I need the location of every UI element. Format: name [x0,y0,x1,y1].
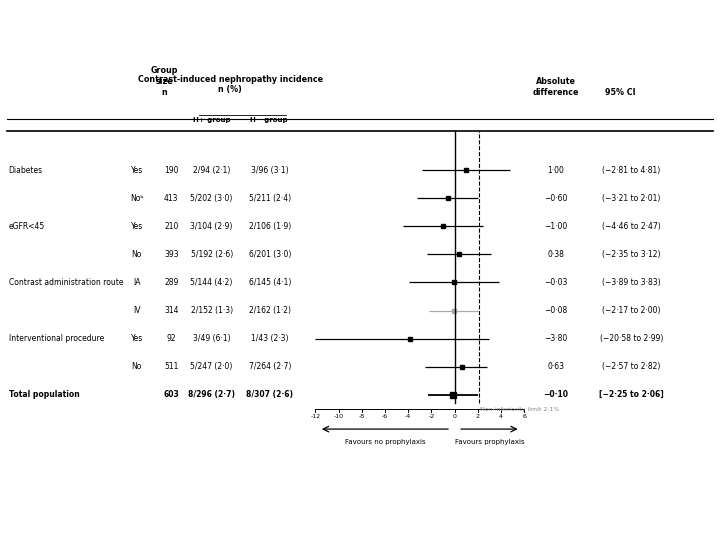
Text: 0·63: 0·63 [547,362,564,371]
Text: 6/201 (3·0): 6/201 (3·0) [249,250,291,259]
Text: 289: 289 [164,278,179,287]
Text: −0·60: −0·60 [544,194,567,202]
Text: Contrast administration route: Contrast administration route [9,278,123,287]
Text: Non-inferiority limit 2·1%: Non-inferiority limit 2·1% [480,407,559,411]
Text: -12: -12 [310,414,320,419]
Text: -6: -6 [382,414,388,419]
Text: Diabetes: Diabetes [9,166,42,174]
Text: [−2·25 to 2·06]: [−2·25 to 2·06] [599,390,664,399]
Text: H− group: H− group [250,117,287,123]
Text: No: No [132,362,142,371]
Text: 92: 92 [166,334,176,343]
Text: 5/144 (4·2): 5/144 (4·2) [191,278,233,287]
Text: 413: 413 [164,194,179,202]
Text: 2/152 (1·3): 2/152 (1·3) [191,306,233,315]
Text: Noᵇ: Noᵇ [130,194,143,202]
Text: 7/264 (2·7): 7/264 (2·7) [249,362,291,371]
Text: 393: 393 [164,250,179,259]
Text: 2: 2 [476,414,480,419]
Text: 8/296 (2·7): 8/296 (2·7) [188,390,235,399]
Text: 5/202 (3·0): 5/202 (3·0) [191,194,233,202]
Text: IV: IV [133,306,140,315]
Text: IA: IA [133,278,140,287]
Text: No: No [132,250,142,259]
Text: 6/145 (4·1): 6/145 (4·1) [249,278,291,287]
Text: Group
size
n: Group size n [150,66,178,97]
Text: 603: 603 [163,390,179,399]
Text: 5/211 (2·4): 5/211 (2·4) [249,194,291,202]
Text: 95% CI: 95% CI [606,88,636,97]
Text: −0·03: −0·03 [544,278,567,287]
Text: (−3·89 to 3·83): (−3·89 to 3·83) [602,278,661,287]
Text: 1/43 (2·3): 1/43 (2·3) [251,334,289,343]
Text: −1·00: −1·00 [544,222,567,231]
Text: 3/96 (3·1): 3/96 (3·1) [251,166,289,174]
Text: 511: 511 [164,362,179,371]
Text: -10: -10 [333,414,343,419]
Text: (−20·58 to 2·99): (−20·58 to 2·99) [600,334,663,343]
Text: −3·80: −3·80 [544,334,567,343]
Text: 6: 6 [522,414,526,419]
Text: (−2·35 to 3·12): (−2·35 to 3·12) [602,250,661,259]
Text: 190: 190 [164,166,179,174]
Text: −0·10: −0·10 [544,390,568,399]
Text: 314: 314 [164,306,179,315]
Text: Absolute
difference: Absolute difference [533,77,579,97]
Text: 5/247 (2·0): 5/247 (2·0) [191,362,233,371]
Text: 4: 4 [499,414,503,419]
Text: 2/162 (1·2): 2/162 (1·2) [249,306,291,315]
Text: -2: -2 [428,414,434,419]
Text: (−3·21 to 2·01): (−3·21 to 2·01) [602,194,661,202]
Text: H+ group: H+ group [193,117,230,123]
Text: 2/106 (1·9): 2/106 (1·9) [249,222,291,231]
Text: 0·38: 0·38 [547,250,564,259]
Text: 2/94 (2·1): 2/94 (2·1) [193,166,230,174]
Text: 5/192 (2·6): 5/192 (2·6) [191,250,233,259]
Text: Total population: Total population [9,390,79,399]
Text: Yes: Yes [130,166,143,174]
Text: (−2·57 to 2·82): (−2·57 to 2·82) [602,362,661,371]
Text: eGFR<45: eGFR<45 [9,222,45,231]
Text: 3/49 (6·1): 3/49 (6·1) [193,334,230,343]
Text: 0: 0 [453,414,456,419]
Text: Favours no prophylaxis: Favours no prophylaxis [345,439,426,445]
Text: Interventional procedure: Interventional procedure [9,334,104,343]
Text: (−4·46 to 2·47): (−4·46 to 2·47) [602,222,661,231]
Text: −0·08: −0·08 [544,306,567,315]
Text: Yes: Yes [130,334,143,343]
Text: 3/104 (2·9): 3/104 (2·9) [191,222,233,231]
Text: (−2·17 to 2·00): (−2·17 to 2·00) [602,306,661,315]
Text: Yes: Yes [130,222,143,231]
Text: 210: 210 [164,222,179,231]
Text: (−2·81 to 4·81): (−2·81 to 4·81) [603,166,660,174]
Text: 1·00: 1·00 [547,166,564,174]
Text: Contrast-induced nephropathy incidence
n (%): Contrast-induced nephropathy incidence n… [138,75,323,94]
Text: 8/307 (2·6): 8/307 (2·6) [246,390,294,399]
Text: -4: -4 [405,414,411,419]
Text: -8: -8 [359,414,365,419]
Text: Favours prophylaxis: Favours prophylaxis [454,439,524,445]
